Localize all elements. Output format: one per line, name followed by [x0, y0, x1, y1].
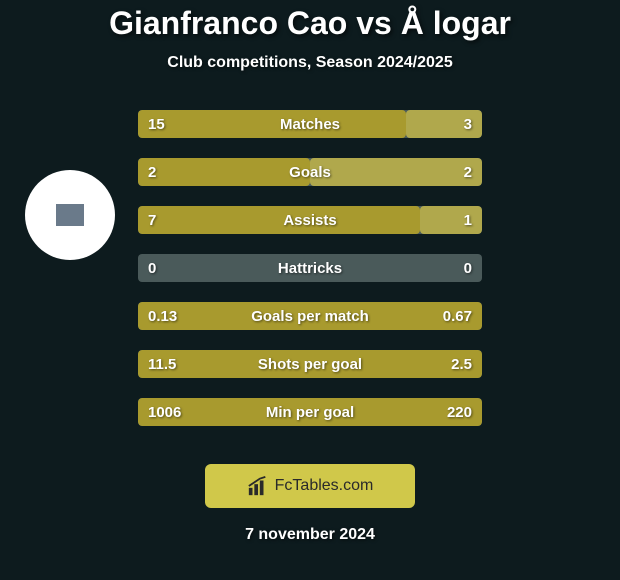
stat-label: Matches — [280, 116, 340, 133]
stat-bar: 7 Assists 1 — [138, 206, 482, 234]
stat-row: 15 Matches 3 — [138, 110, 482, 138]
stat-value-right: 0.67 — [443, 308, 472, 325]
stat-value-right: 2.5 — [451, 356, 472, 373]
stat-row: 0 Hattricks 0 — [138, 254, 482, 282]
stat-value-left: 1006 — [148, 404, 181, 421]
stat-bar: 0 Hattricks 0 — [138, 254, 482, 282]
stat-value-left: 2 — [148, 164, 156, 181]
bar-fill-right — [310, 158, 482, 186]
player-avatar — [25, 170, 115, 260]
stat-label: Goals — [289, 164, 331, 181]
stat-value-left: 11.5 — [148, 356, 176, 373]
avatar-placeholder-icon — [56, 204, 84, 226]
stat-value-right: 0 — [464, 260, 472, 277]
stat-bar: 15 Matches 3 — [138, 110, 482, 138]
stat-bar: 0.13 Goals per match 0.67 — [138, 302, 482, 330]
stat-value-right: 3 — [464, 116, 472, 133]
stat-value-right: 2 — [464, 164, 472, 181]
page-title: Gianfranco Cao vs Å logar — [109, 5, 511, 42]
comparison-card: Gianfranco Cao vs Å logar Club competiti… — [0, 0, 620, 580]
stat-label: Min per goal — [266, 404, 354, 421]
bar-fill-left — [138, 206, 420, 234]
stat-row: 2 Goals 2 — [138, 158, 482, 186]
stat-label: Shots per goal — [258, 356, 362, 373]
stat-label: Hattricks — [278, 260, 342, 277]
date-label: 7 november 2024 — [245, 526, 375, 544]
stat-bar: 11.5 Shots per goal 2.5 — [138, 350, 482, 378]
stat-value-right: 1 — [464, 212, 472, 229]
stat-value-left: 7 — [148, 212, 156, 229]
bar-fill-left — [138, 110, 406, 138]
stat-row: 0.13 Goals per match 0.67 — [138, 302, 482, 330]
stat-bar: 1006 Min per goal 220 — [138, 398, 482, 426]
stat-bar: 2 Goals 2 — [138, 158, 482, 186]
stat-label: Goals per match — [251, 308, 369, 325]
bar-fill-right — [420, 206, 482, 234]
subtitle: Club competitions, Season 2024/2025 — [167, 54, 452, 72]
stat-row: 11.5 Shots per goal 2.5 — [138, 350, 482, 378]
bar-fill-left — [138, 158, 310, 186]
brand-badge[interactable]: FcTables.com — [205, 464, 415, 508]
stat-row: 7 Assists 1 — [138, 206, 482, 234]
stat-value-left: 0 — [148, 260, 156, 277]
stats-list: 15 Matches 3 2 Goals 2 7 Assists 1 0 Hattricks 0 0.1… — [138, 110, 482, 446]
stat-value-left: 15 — [148, 116, 165, 133]
stat-row: 1006 Min per goal 220 — [138, 398, 482, 426]
stat-label: Assists — [283, 212, 336, 229]
brand-chart-icon — [247, 475, 269, 497]
stat-value-left: 0.13 — [148, 308, 177, 325]
brand-text: FcTables.com — [275, 477, 374, 495]
stat-value-right: 220 — [447, 404, 472, 421]
